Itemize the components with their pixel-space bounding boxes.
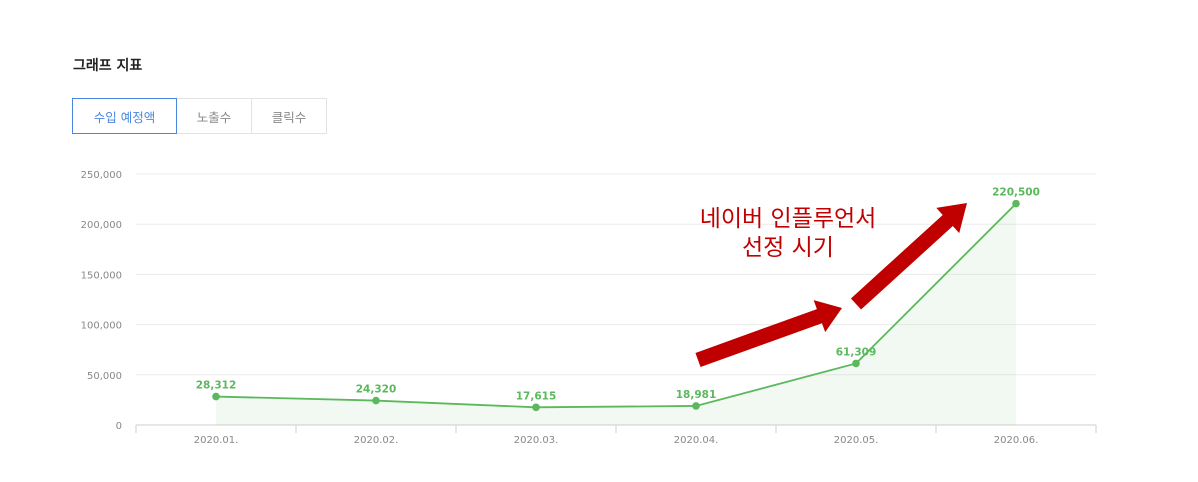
influencer-annotation: 네이버 인플루언서 선정 시기 [688, 205, 888, 263]
tab-expected-revenue[interactable]: 수입 예정액 [72, 98, 177, 134]
data-label: 17,615 [516, 390, 557, 402]
series-area [216, 203, 1016, 425]
data-point [1012, 199, 1020, 208]
data-label: 18,981 [676, 389, 717, 401]
annotation-arrow-upper [850, 203, 967, 310]
annotation-line-1: 네이버 인플루언서 [699, 206, 877, 232]
data-point [692, 402, 700, 410]
y-tick-label: 0 [116, 421, 122, 432]
y-tick-label: 150,000 [81, 270, 122, 281]
data-point [212, 392, 220, 401]
data-label: 61,309 [836, 346, 877, 358]
data-label: 220,500 [992, 187, 1040, 199]
x-tick-label: 2020.03. [514, 435, 559, 446]
x-tick-label: 2020.02. [354, 435, 399, 446]
data-point [372, 396, 380, 405]
data-point [852, 359, 860, 368]
y-tick-label: 50,000 [87, 371, 122, 382]
x-tick-label: 2020.04. [674, 435, 719, 446]
y-tick-label: 200,000 [81, 220, 122, 231]
data-point [532, 403, 540, 412]
x-tick-label: 2020.06. [994, 435, 1039, 446]
section-title: 그래프 지표 [73, 58, 143, 74]
y-tick-label: 100,000 [81, 321, 122, 332]
y-tick-label: 250,000 [81, 170, 122, 181]
annotation-line-2: 선정 시기 [742, 235, 834, 261]
x-tick-label: 2020.05. [834, 435, 879, 446]
series-line [215, 202, 1017, 409]
tab-clicks[interactable]: 클릭수 [251, 98, 327, 134]
annotation-arrow-lower [695, 300, 842, 368]
data-label: 28,312 [196, 380, 237, 392]
metric-tabs: 수입 예정액 노출수 클릭수 [72, 98, 327, 134]
x-tick-label: 2020.01. [194, 435, 239, 446]
data-label: 24,320 [356, 384, 397, 396]
